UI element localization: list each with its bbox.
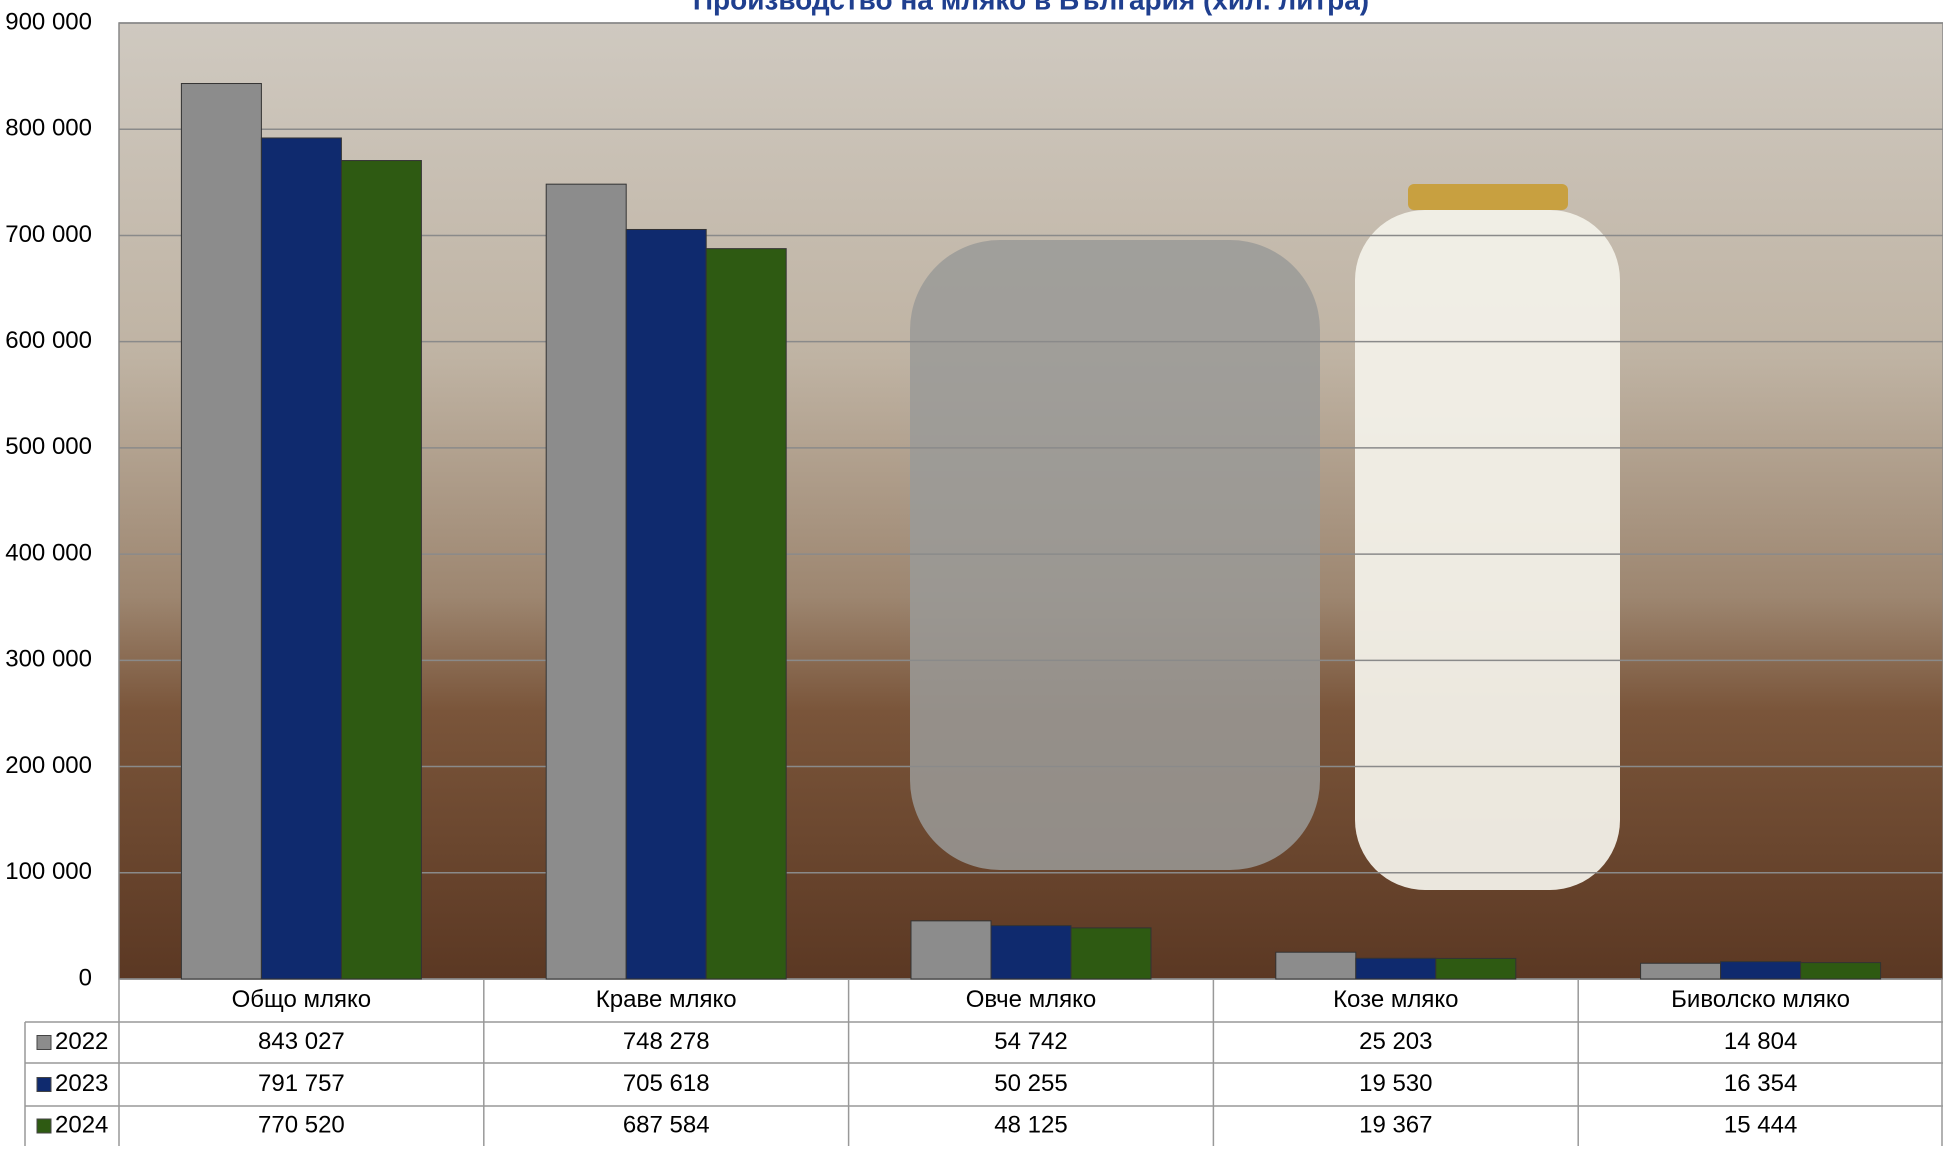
bar [341, 161, 421, 979]
table-value: 16 354 [1724, 1070, 1797, 1097]
y-tick-label: 700 000 [5, 221, 92, 248]
table-value: 748 278 [623, 1028, 710, 1055]
y-tick-label: 0 [79, 964, 92, 991]
bar [1436, 958, 1516, 979]
y-tick-label: 200 000 [5, 752, 92, 779]
bar [626, 229, 706, 979]
table-value: 770 520 [258, 1111, 345, 1138]
table-value: 14 804 [1724, 1028, 1797, 1055]
y-tick-label: 300 000 [5, 646, 92, 673]
chart: Производство на мляко в България (хил. л… [0, 0, 1943, 1146]
bar [1071, 928, 1151, 979]
table-value: 15 444 [1724, 1111, 1797, 1138]
chart-title: Производство на мляко в България (хил. л… [693, 0, 1369, 15]
x-tick-label: Козе мляко [1333, 986, 1458, 1013]
table-value: 19 367 [1359, 1111, 1432, 1138]
table-value: 48 125 [994, 1111, 1067, 1138]
table-value: 705 618 [623, 1070, 710, 1097]
bar [1356, 958, 1436, 979]
bar [1276, 952, 1356, 979]
table-value: 843 027 [258, 1028, 345, 1055]
bar [1801, 963, 1881, 979]
y-tick-label: 500 000 [5, 433, 92, 460]
x-tick-label: Краве мляко [596, 986, 737, 1013]
bar [1641, 963, 1721, 979]
bottle-cap [1408, 184, 1568, 210]
legend-label: 2022 [55, 1028, 108, 1055]
bar [261, 138, 341, 979]
x-tick-label: Овче мляко [966, 986, 1096, 1013]
legend-label: 2024 [55, 1111, 108, 1138]
table-value: 50 255 [994, 1070, 1067, 1097]
y-tick-label: 400 000 [5, 539, 92, 566]
y-tick-label: 600 000 [5, 327, 92, 354]
y-tick-label: 100 000 [5, 858, 92, 885]
table-value: 791 757 [258, 1070, 345, 1097]
legend-swatch [37, 1078, 51, 1092]
table-value: 687 584 [623, 1111, 710, 1138]
legend-swatch [37, 1119, 51, 1133]
bar [991, 926, 1071, 979]
y-tick-label: 800 000 [5, 115, 92, 142]
legend-label: 2023 [55, 1070, 108, 1097]
bar [1721, 962, 1801, 979]
y-tick-label: 900 000 [5, 8, 92, 35]
table-value: 54 742 [994, 1028, 1067, 1055]
bar [181, 84, 261, 979]
table-value: 25 203 [1359, 1028, 1432, 1055]
legend-swatch [37, 1036, 51, 1050]
table-value: 19 530 [1359, 1070, 1432, 1097]
bar [911, 921, 991, 979]
bar [706, 249, 786, 979]
x-tick-label: Общо мляко [232, 986, 372, 1013]
milk-can [910, 240, 1320, 870]
bar [546, 184, 626, 979]
milk-bottle [1355, 210, 1620, 890]
x-tick-label: Биволско мляко [1671, 986, 1850, 1013]
